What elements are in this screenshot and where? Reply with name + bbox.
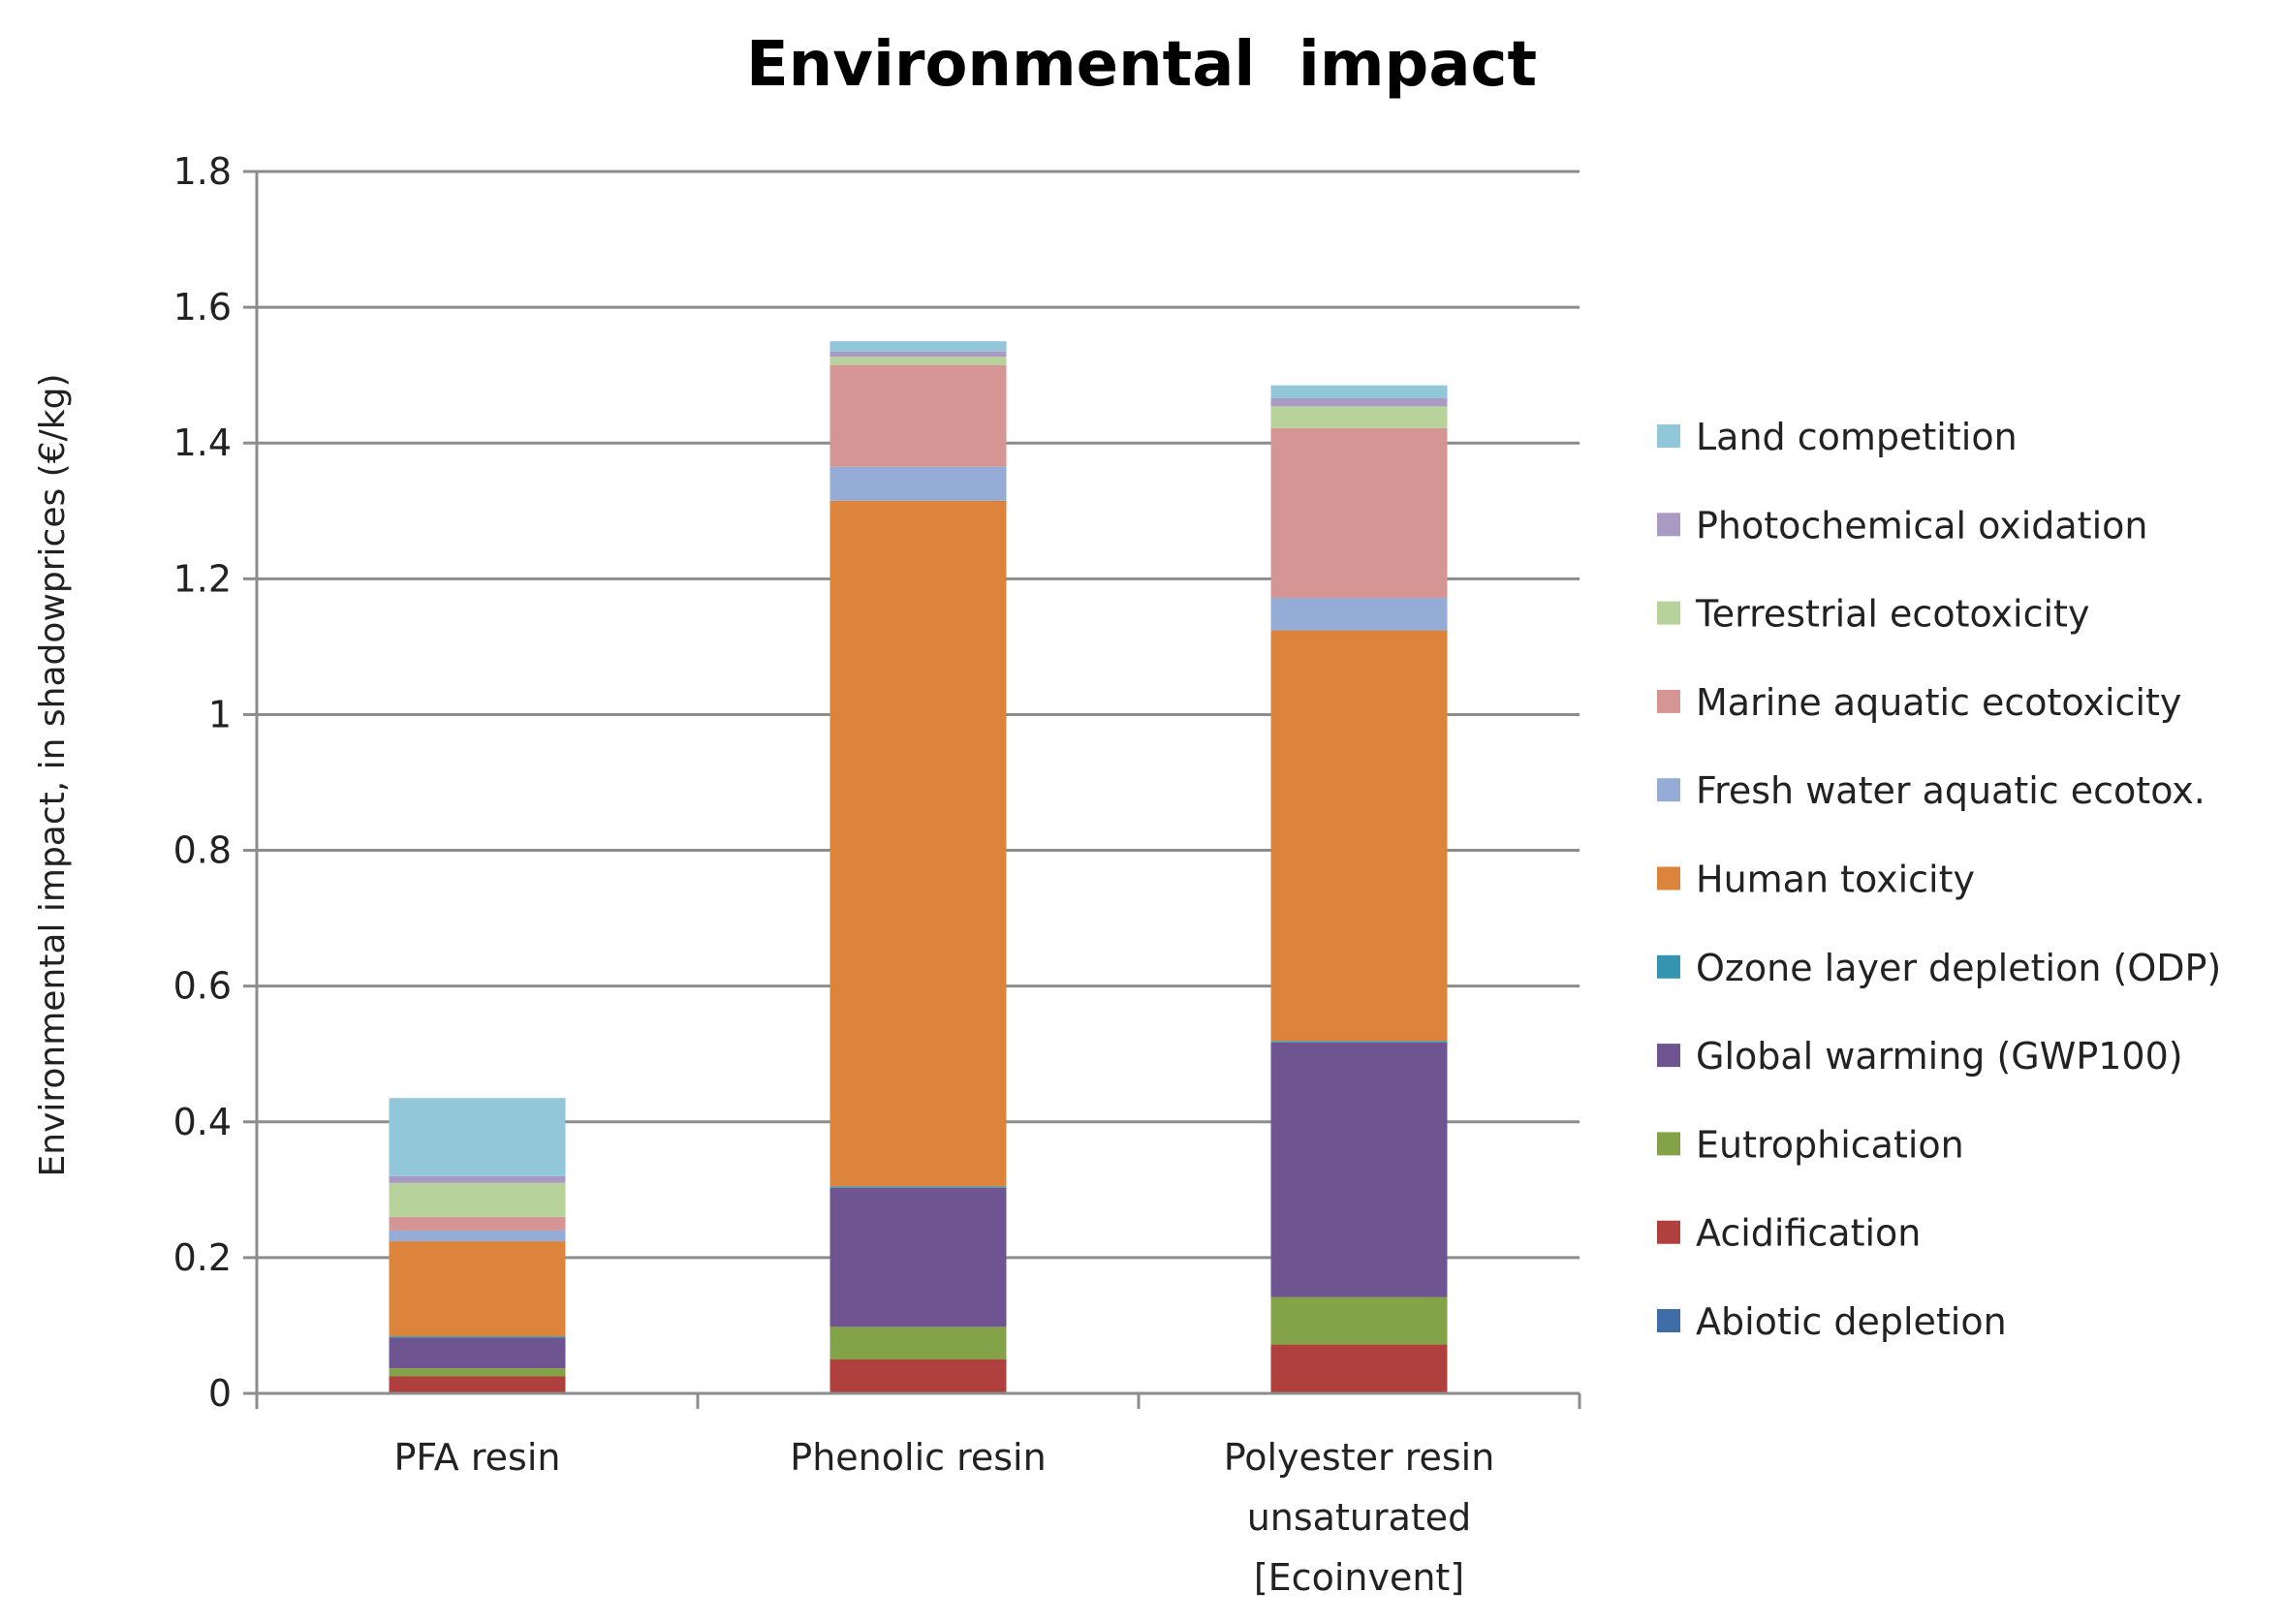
- y-tick-label: 0.8: [173, 829, 232, 872]
- chart-title: Environmental impact: [746, 29, 1537, 101]
- bar-segment: [829, 364, 1007, 467]
- bar-segment: [1270, 1041, 1448, 1043]
- x-tick-label: Polyester resin: [1224, 1436, 1495, 1479]
- bar-segment: [389, 1175, 566, 1183]
- legend-swatch: [1657, 954, 1680, 979]
- x-tick-label: unsaturated: [1247, 1496, 1472, 1539]
- y-tick-labels: 0 0.2 0.4 0.6 0.8 1 1.2 1.4 1.6 1.8: [173, 150, 232, 1415]
- legend-swatch: [1657, 424, 1680, 448]
- bar-segment: [829, 351, 1007, 358]
- bar-segment: [1270, 1296, 1448, 1345]
- bar-segment: [1270, 385, 1448, 398]
- bar-segment: [389, 1241, 566, 1337]
- x-tick-label: [Ecoinvent]: [1254, 1556, 1464, 1599]
- bar-segment: [389, 1182, 566, 1217]
- bar-segment: [1270, 406, 1448, 428]
- bar-segment: [1270, 597, 1448, 631]
- legend-label: Ozone layer depletion (ODP): [1696, 947, 2221, 989]
- legend-swatch: [1657, 1309, 1680, 1332]
- bar-segment: [829, 341, 1007, 352]
- bar-segment: [829, 357, 1007, 365]
- bar-segment: [1270, 1344, 1448, 1392]
- bar-segment: [829, 1327, 1007, 1359]
- legend-swatch: [1657, 1132, 1680, 1156]
- y-tick-label: 0.6: [173, 965, 232, 1008]
- bar-segment: [389, 1098, 566, 1176]
- bar-segment: [1270, 427, 1448, 598]
- legend-swatch: [1657, 866, 1680, 890]
- bar-segment: [829, 466, 1007, 501]
- bar-segment: [829, 1359, 1007, 1392]
- legend-label: Acidification: [1696, 1212, 1921, 1255]
- legend-label: Terrestrial ecotoxicity: [1695, 593, 2089, 636]
- bar-segment: [389, 1368, 566, 1377]
- legend-swatch: [1657, 1044, 1680, 1068]
- legend-swatch: [1657, 778, 1680, 802]
- bar-segment: [829, 500, 1007, 1187]
- legend-swatch: [1657, 513, 1680, 537]
- bar-segment: [389, 1216, 566, 1231]
- y-tick-label: 0.2: [173, 1236, 232, 1279]
- legend-label: Eutrophication: [1696, 1123, 1964, 1166]
- bar-segment: [1270, 630, 1448, 1042]
- bar-segment: [829, 1186, 1007, 1188]
- y-tick-label: 0.4: [173, 1101, 232, 1143]
- bar-segment: [389, 1337, 566, 1369]
- y-axis-label: Environmental impact, in shadowprices (€…: [33, 374, 73, 1177]
- bar-segment: [389, 1336, 566, 1338]
- bar-segment: [389, 1376, 566, 1392]
- legend-label: Human toxicity: [1696, 859, 1975, 901]
- bar-segment: [1270, 397, 1448, 407]
- y-tick-label: 1.2: [173, 557, 232, 600]
- x-tick-label: Phenolic resin: [790, 1436, 1046, 1479]
- axes: [243, 170, 1581, 1409]
- legend-swatch: [1657, 1220, 1680, 1244]
- legend-label: Fresh water aquatic ecotox.: [1696, 769, 2206, 812]
- legend-swatch: [1657, 601, 1680, 625]
- y-tick-label: 0: [208, 1372, 232, 1415]
- x-tick-labels: PFA resin Phenolic resin Polyester resin un…: [394, 1436, 1495, 1599]
- x-tick-label: PFA resin: [394, 1436, 561, 1479]
- bar-segment: [389, 1230, 566, 1242]
- y-tick-label: 1.4: [173, 422, 232, 464]
- legend-label: Photochemical oxidation: [1696, 504, 2147, 547]
- y-tick-label: 1.6: [173, 286, 232, 328]
- legend: Land competition Photochemical oxidation T…: [1657, 416, 2221, 1343]
- y-tick-label: 1: [208, 693, 232, 735]
- bar-segment: [1270, 1042, 1448, 1297]
- legend-label: Marine aquatic ecotoxicity: [1696, 681, 2181, 724]
- legend-label: Abiotic depletion: [1696, 1300, 2007, 1343]
- legend-label: Land competition: [1696, 416, 2018, 458]
- bar-segment: [829, 1187, 1007, 1327]
- legend-label: Global warming (GWP100): [1696, 1035, 2183, 1077]
- legend-swatch: [1657, 689, 1680, 713]
- y-tick-label: 1.8: [173, 150, 232, 193]
- bars: [389, 341, 1448, 1393]
